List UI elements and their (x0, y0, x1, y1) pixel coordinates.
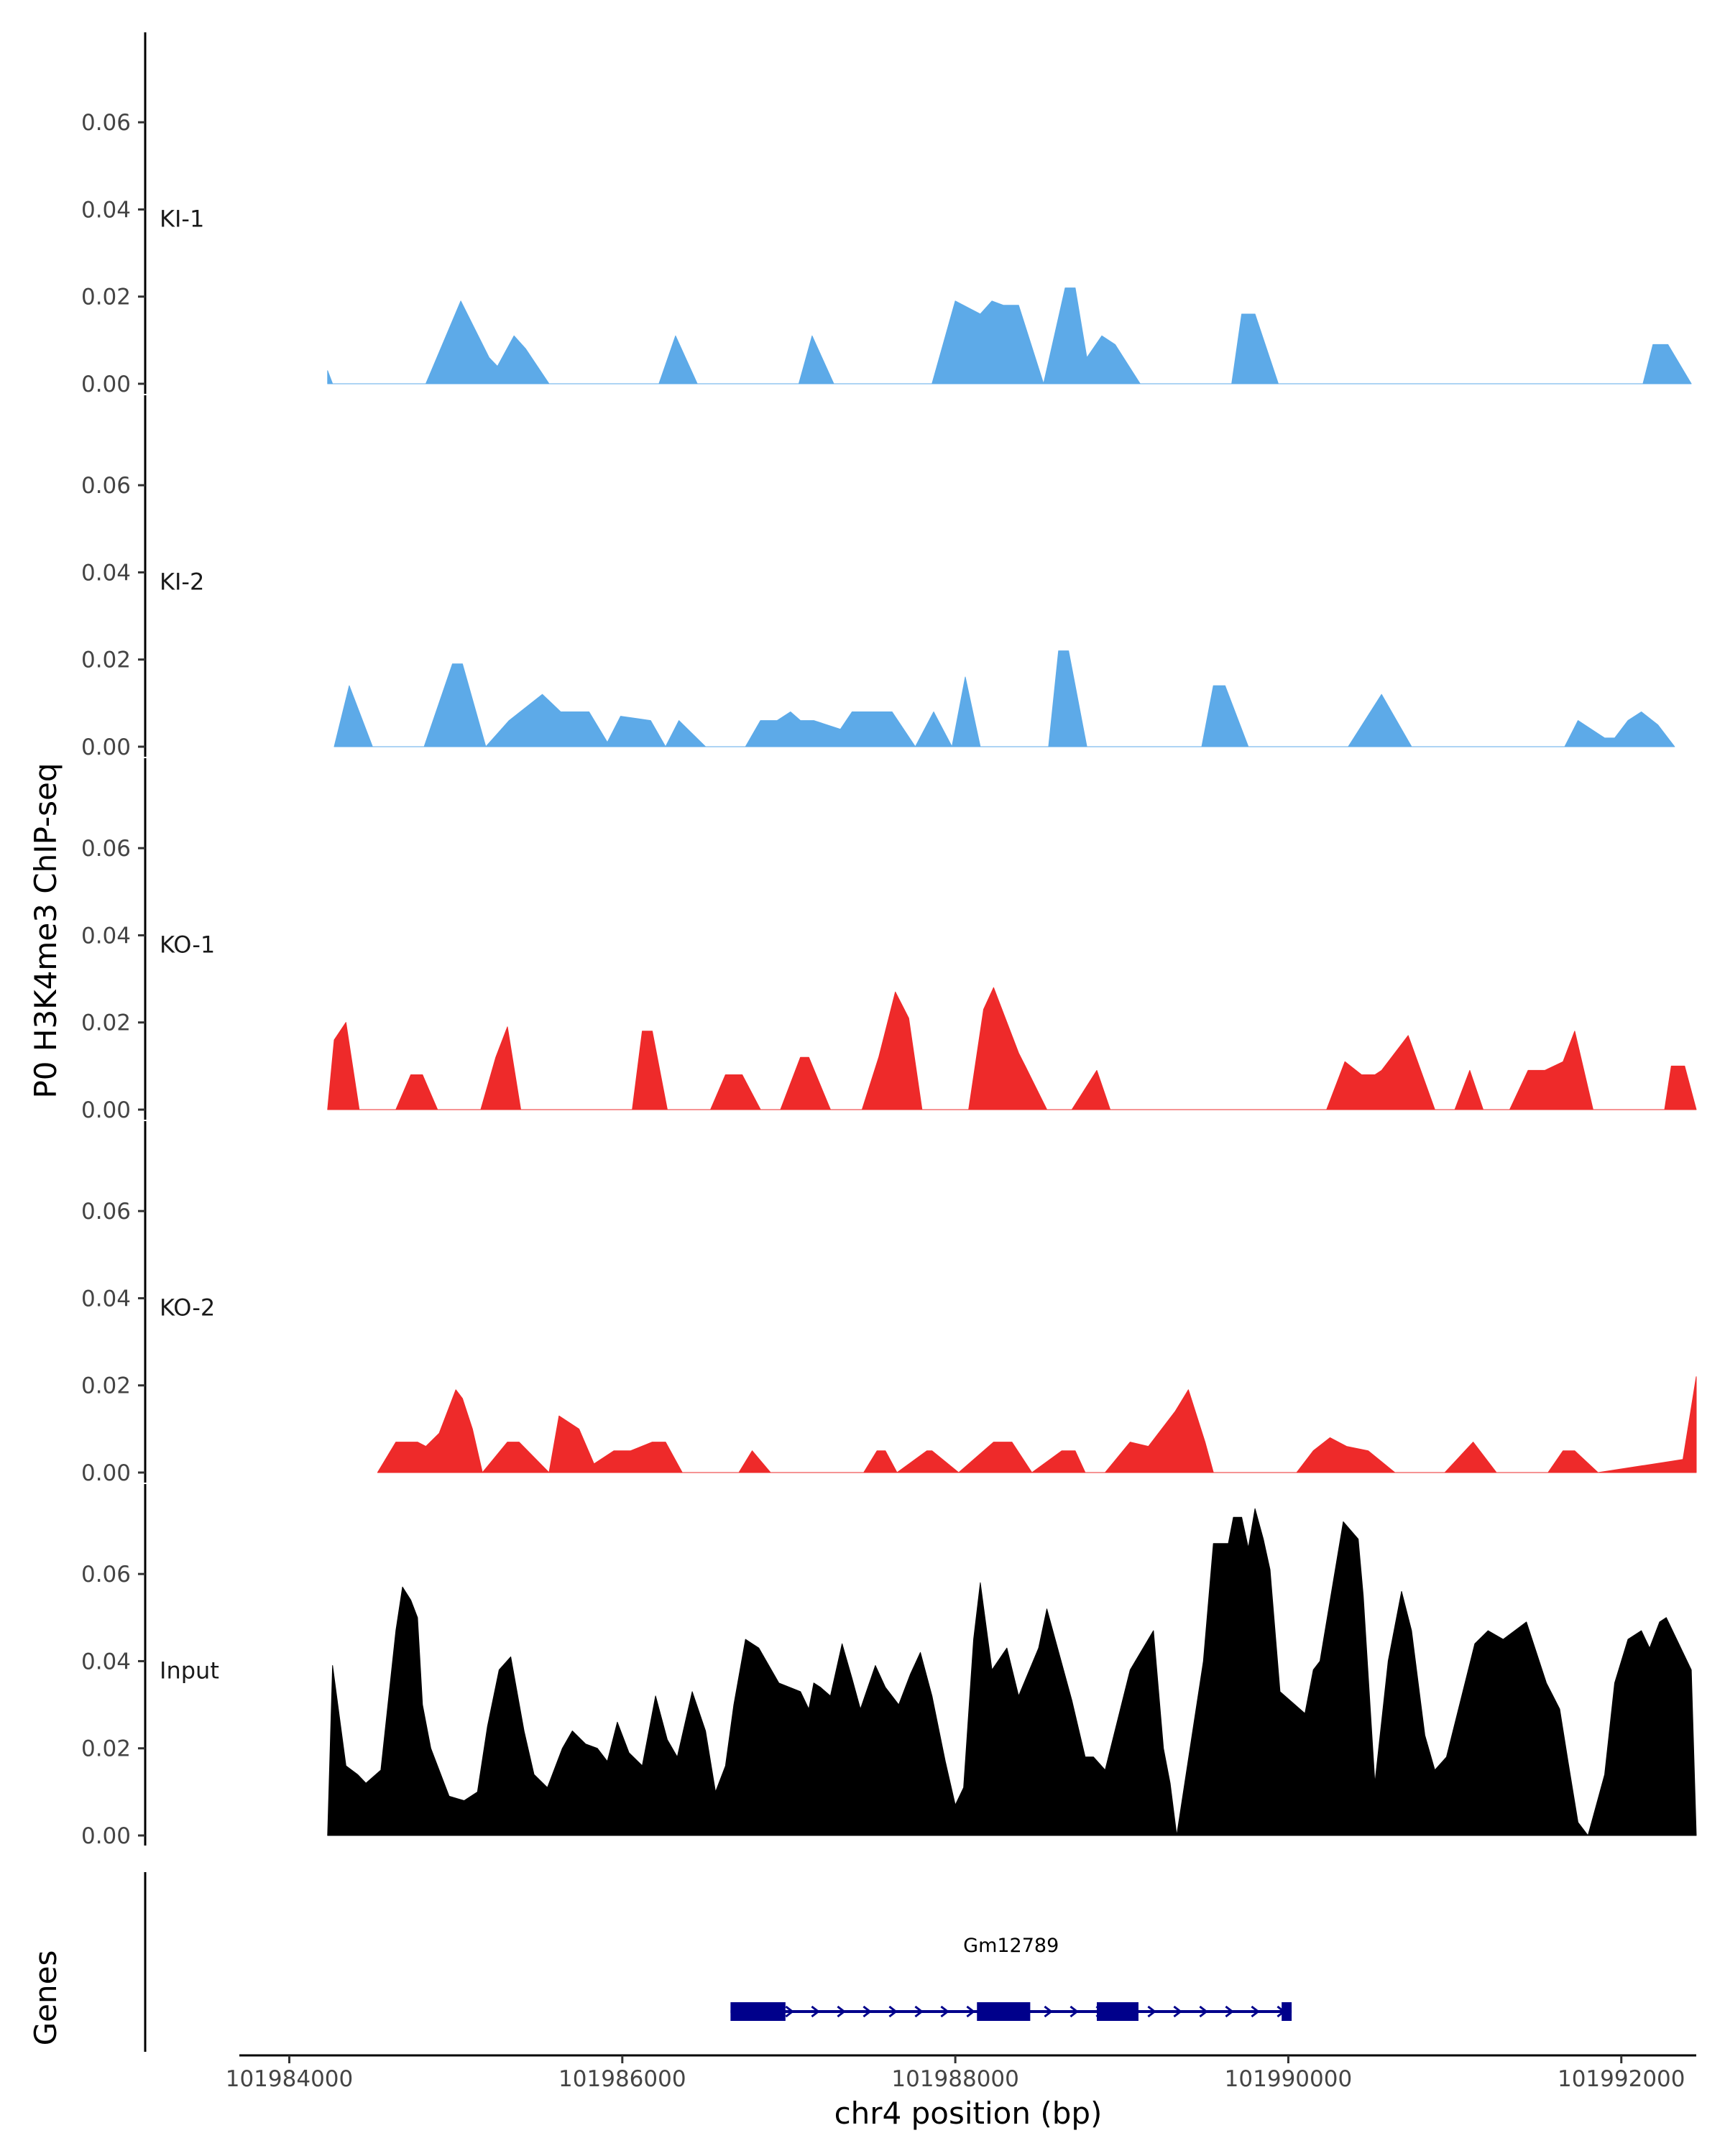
gene-exon (1282, 2002, 1292, 2021)
strand-arrow (811, 2005, 820, 2018)
x-tick-label: 101992000 (1558, 2066, 1685, 2092)
strand-arrow (862, 2005, 872, 2018)
track-panel-ki-1: 0.00 0.02 0.04 0.06 KI-1 (81, 32, 1692, 397)
y-axis-title: P0 H3K4me3 ChIP-seq (28, 763, 63, 1098)
genes-panel-title: Genes (28, 1950, 63, 2046)
x-tick-label: 101984000 (226, 2066, 354, 2092)
y-tick-label: 0.06 (81, 836, 131, 862)
coverage-area-ko-2 (377, 1376, 1697, 1473)
coverage-area-ki-1 (327, 287, 1692, 384)
y-tick-label: 0.04 (81, 1286, 131, 1312)
gene-exon (730, 2002, 786, 2021)
y-tick-label: 0.04 (81, 560, 131, 586)
track-label: KI-2 (160, 568, 204, 596)
track-panel-ko-1: 0.00 0.02 0.04 0.06 KO-1 (81, 758, 1697, 1123)
strand-arrow (1147, 2005, 1156, 2018)
strand-arrow (966, 2005, 975, 2018)
track-label: KO-2 (160, 1294, 215, 1322)
y-tick-label: 0.06 (81, 1199, 131, 1225)
track-label: KO-1 (160, 931, 215, 959)
y-tick-label: 0.00 (81, 1823, 131, 1849)
coverage-area-input (327, 1508, 1697, 1836)
y-tick-label: 0.02 (81, 285, 131, 310)
coverage-area-ki-2 (334, 650, 1675, 747)
x-axis: 101984000 101986000 101988000 101990000 1019… (226, 2054, 1696, 2092)
gene-label: Gm12789 (963, 1935, 1059, 1957)
strand-arrow (914, 2005, 924, 2018)
strand-arrow (785, 2005, 794, 2018)
y-tick-label: 0.00 (81, 1460, 131, 1486)
track-label: KI-1 (160, 206, 204, 233)
y-tick-label: 0.06 (81, 473, 131, 499)
x-tick-label: 101988000 (891, 2066, 1019, 2092)
strand-arrow (1044, 2005, 1053, 2018)
y-tick-label: 0.06 (81, 1562, 131, 1588)
strand-arrow (1070, 2005, 1079, 2018)
track-label: Input (160, 1657, 219, 1685)
track-panel-ki-2: 0.00 0.02 0.04 0.06 KI-2 (81, 395, 1675, 760)
strand-arrow (1173, 2005, 1182, 2018)
strand-arrow (1251, 2005, 1260, 2018)
strand-arrow (888, 2005, 898, 2018)
gene-exon (977, 2002, 1031, 2021)
y-tick-label: 0.04 (81, 1649, 131, 1674)
y-tick-label: 0.00 (81, 1097, 131, 1123)
strand-arrow (837, 2005, 846, 2018)
y-tick-label: 0.00 (81, 734, 131, 760)
gene-annotation-panel: Gm12789 (144, 1872, 1292, 2052)
y-tick-label: 0.02 (81, 1736, 131, 1762)
y-tick-label: 0.02 (81, 1010, 131, 1036)
y-tick-label: 0.06 (81, 110, 131, 136)
y-tick-label: 0.04 (81, 197, 131, 223)
y-tick-label: 0.02 (81, 648, 131, 673)
tracks-layer: 0.00 0.02 0.04 0.06 KI-1 0.00 0.02 0.04 0.06 KI-2… (81, 32, 1697, 1849)
strand-arrow (1199, 2005, 1208, 2018)
gene-exon (1097, 2002, 1138, 2021)
track-panel-ko-2: 0.00 0.02 0.04 0.06 KO-2 (81, 1121, 1697, 1486)
gene-model: Gm12789 (730, 1935, 1292, 2021)
y-tick-label: 0.02 (81, 1373, 131, 1399)
x-axis-title: chr4 position (bp) (834, 2096, 1103, 2131)
x-tick-label: 101990000 (1225, 2066, 1353, 2092)
track-panel-input: 0.00 0.02 0.04 0.06 Input (81, 1484, 1697, 1849)
y-tick-label: 0.00 (81, 372, 131, 397)
y-tick-label: 0.04 (81, 923, 131, 949)
coverage-area-ko-1 (327, 987, 1697, 1110)
x-tick-label: 101986000 (558, 2066, 686, 2092)
strand-arrow (940, 2005, 949, 2018)
strand-arrow (1225, 2005, 1234, 2018)
